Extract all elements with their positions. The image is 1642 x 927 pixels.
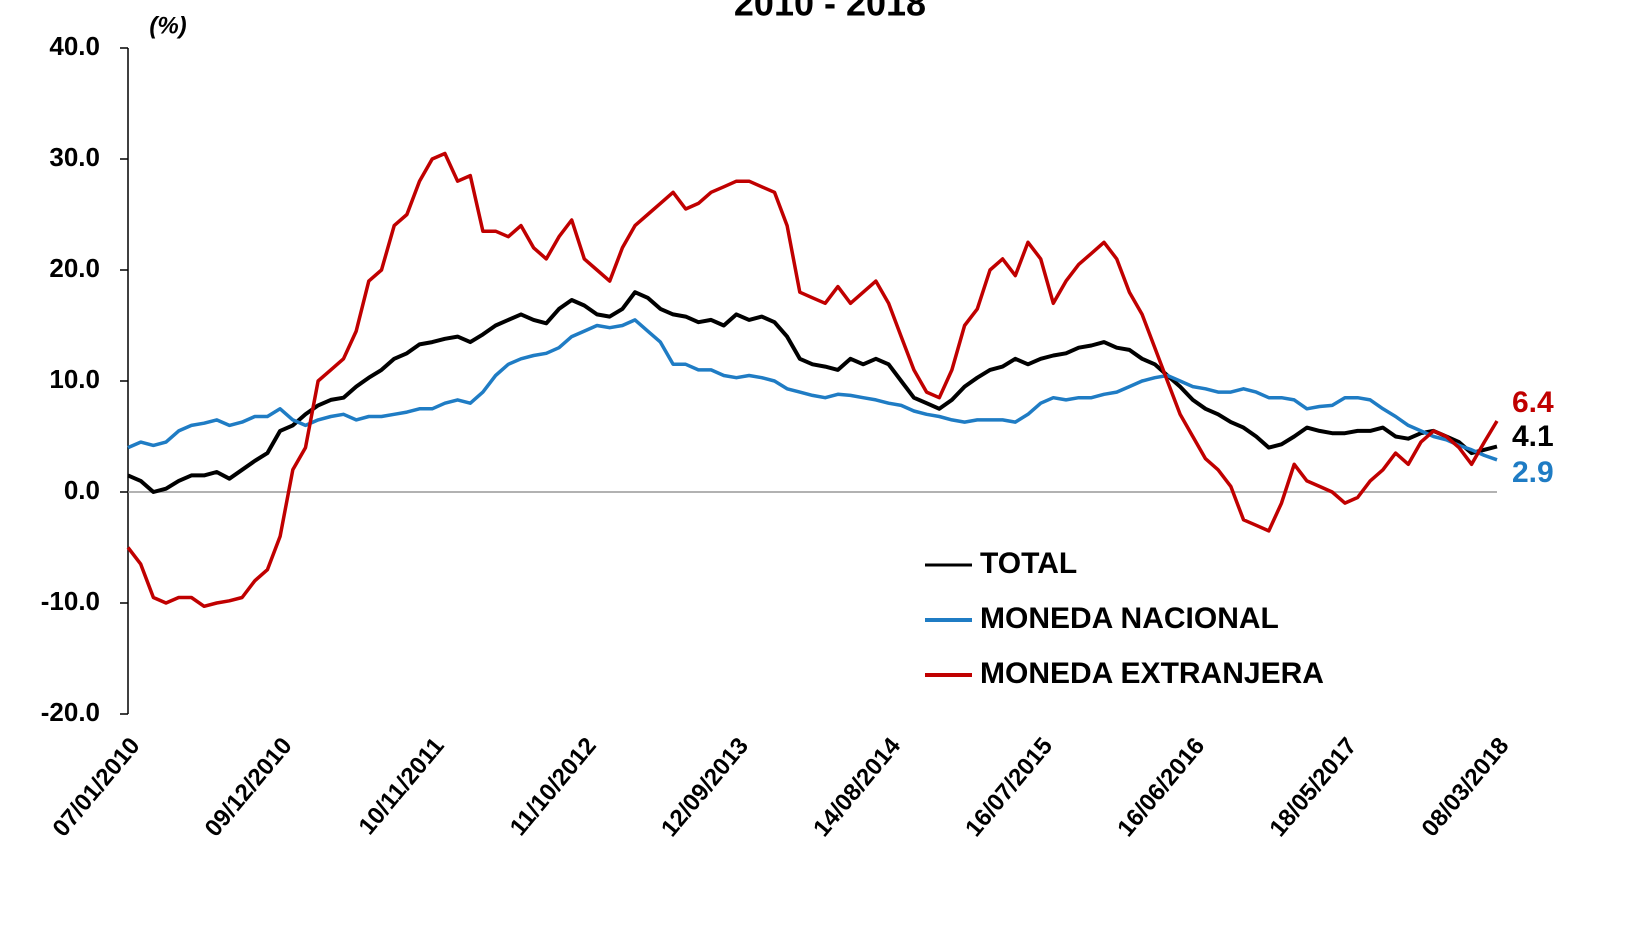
series-line bbox=[126, 151, 1499, 609]
y-tick-label: 10.0 bbox=[49, 364, 100, 394]
y-tick-label: 30.0 bbox=[49, 142, 100, 172]
end-label: 6.4 bbox=[1512, 386, 1554, 419]
x-tick-label: 16/07/2015 bbox=[960, 733, 1058, 842]
x-tick-label: 18/05/2017 bbox=[1264, 733, 1362, 842]
series-line bbox=[127, 290, 1498, 494]
y-tick-label: -20.0 bbox=[41, 697, 100, 727]
x-tick-label: 10/11/2011 bbox=[353, 733, 449, 840]
y-axis-label: (%) bbox=[149, 12, 186, 39]
x-tick-label: 09/12/2010 bbox=[200, 733, 298, 842]
x-tick-label: 07/01/2010 bbox=[48, 733, 146, 842]
x-tick-label: 08/03/2018 bbox=[1417, 733, 1515, 842]
y-tick-label: -10.0 bbox=[41, 586, 100, 616]
y-tick-label: 0.0 bbox=[64, 475, 100, 505]
x-tick-label: 12/09/2013 bbox=[656, 733, 754, 842]
y-tick-label: 20.0 bbox=[49, 253, 100, 283]
end-label: 2.9 bbox=[1512, 456, 1554, 489]
x-tick-label: 14/08/2014 bbox=[808, 732, 906, 842]
series-line bbox=[127, 318, 1498, 462]
y-tick-label: 40.0 bbox=[49, 31, 100, 61]
chart-title: 2010 - 2018 bbox=[734, 0, 926, 24]
legend-label: TOTAL bbox=[980, 547, 1077, 580]
end-label: 4.1 bbox=[1512, 420, 1554, 453]
x-tick-label: 11/10/2012 bbox=[505, 733, 602, 841]
legend-label: MONEDA NACIONAL bbox=[980, 602, 1279, 635]
x-tick-label: 16/06/2016 bbox=[1112, 733, 1210, 842]
legend-label: MONEDA EXTRANJERA bbox=[980, 657, 1324, 690]
